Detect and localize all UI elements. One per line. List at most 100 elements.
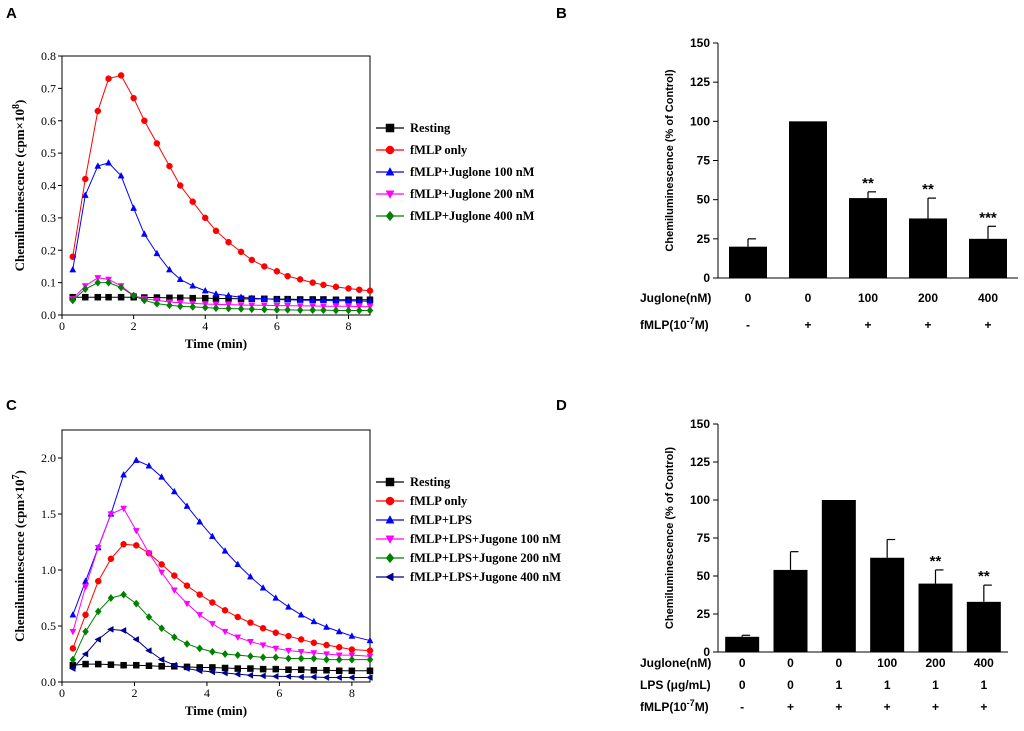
data-point [94,544,102,552]
data-point [195,667,203,675]
condition-value: 0 [787,656,794,670]
x-axis-label: Time (min) [185,703,247,718]
data-point [120,505,128,513]
data-point [212,227,220,235]
data-point [189,198,196,205]
data-point [225,291,232,299]
data-point [145,662,153,670]
data-point [94,607,102,616]
series-line [72,507,371,657]
data-point [158,663,165,670]
plot-frame [61,429,371,683]
legend-label: fMLP only [410,494,468,508]
data-point [176,275,184,283]
condition-value: 0 [787,678,794,692]
data-point [323,655,330,664]
data-point [310,617,318,625]
chart-c: 0 2 4 6 8 0.0 0.5 1.0 1.5 2.0 Time (min) Chemilumin… [11,429,561,718]
data-point [221,628,229,636]
data-point [158,569,166,577]
condition-value: 400 [978,291,998,305]
data-point [82,584,89,591]
data-point [221,650,229,658]
data-point [105,75,112,82]
legend-label: fMLP+Juglone 100 nM [410,165,535,179]
series-line [72,74,371,292]
data-point [119,627,127,634]
series-4 [69,275,374,311]
data-point [171,572,178,579]
data-point [366,667,374,675]
data-point [297,636,305,643]
bar [729,246,767,278]
series-3 [69,456,374,644]
data-point [296,306,304,315]
series-3 [69,159,374,304]
data-point [310,650,318,657]
condition-value: 1 [980,678,987,692]
data-point [296,276,304,283]
y-tick-label: 0.0 [41,675,56,689]
data-point [105,159,112,166]
data-point [107,594,115,602]
data-point [284,672,292,680]
y-tick-label: 25 [697,607,711,621]
panel-label-b: B [556,5,567,22]
data-point [259,665,267,673]
data-point [234,560,242,568]
condition-value: + [804,318,811,332]
data-point [259,584,267,591]
data-point [166,162,173,170]
data-point [366,287,374,294]
data-point [345,296,352,304]
data-point [259,653,267,662]
data-point [237,293,245,300]
data-point [170,587,178,594]
data-point [297,610,305,618]
panel-label-a: A [6,5,17,22]
data-point [153,249,161,257]
y-tick-label: 0.6 [41,114,56,128]
data-point [309,296,317,304]
condition-value: + [924,318,931,332]
data-point [201,286,209,294]
data-point [310,639,318,647]
condition-value: + [884,700,891,714]
significance-label: ** [930,553,942,570]
data-point [107,625,114,633]
data-point [221,607,229,614]
significance-label: *** [979,209,997,226]
data-point [247,639,254,646]
data-point [158,473,166,480]
y-tick-label: 125 [690,75,710,89]
data-point [247,572,254,580]
data-point [285,647,292,655]
data-point [272,645,280,653]
y-axis-label-part: Chemiluminescence (cpm [12,129,27,271]
data-point [196,612,204,619]
data-point [120,661,127,669]
x-tick-label: 2 [131,319,137,333]
data-point [335,627,343,635]
data-point [202,294,209,302]
data-point [335,674,342,681]
condition-label: fMLP(10-7M) [640,698,709,714]
bar [909,218,947,278]
data-point [285,654,292,663]
data-point [323,623,330,630]
data-point [166,301,173,310]
significance-label: ** [862,175,874,192]
data-point [120,590,127,599]
data-point [208,668,216,676]
data-point [272,594,280,601]
data-point [248,256,256,264]
data-point [166,265,173,273]
data-point [335,644,343,651]
data-point [348,646,356,653]
data-point [94,278,102,287]
legend-label: fMLP+LPS+Jugone 100 nM [410,532,561,546]
data-point [183,639,191,648]
data-point [132,599,140,608]
data-point [248,305,256,314]
data-point [117,293,125,301]
